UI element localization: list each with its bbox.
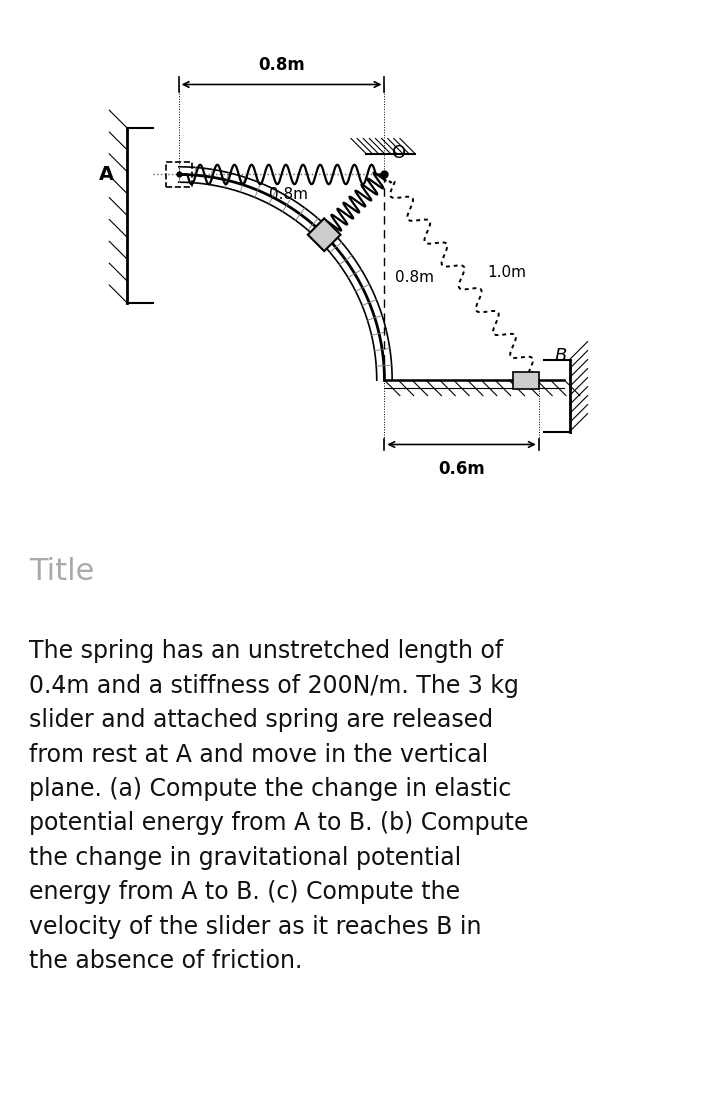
- Text: 0.8m: 0.8m: [269, 187, 308, 202]
- Polygon shape: [308, 218, 341, 251]
- Text: B: B: [554, 347, 567, 365]
- Text: 0.6m: 0.6m: [438, 460, 485, 478]
- Text: 0.8m: 0.8m: [395, 270, 434, 284]
- Bar: [513, 371, 539, 389]
- Text: Title: Title: [29, 557, 94, 585]
- Text: The spring has an unstretched length of
0.4m and a stiffness of 200N/m. The 3 kg: The spring has an unstretched length of …: [29, 639, 528, 973]
- Text: O: O: [392, 143, 406, 162]
- Text: 0.8m: 0.8m: [258, 56, 305, 74]
- Text: 1.0m: 1.0m: [487, 264, 526, 280]
- Text: A: A: [99, 165, 114, 184]
- Bar: [166, 162, 191, 187]
